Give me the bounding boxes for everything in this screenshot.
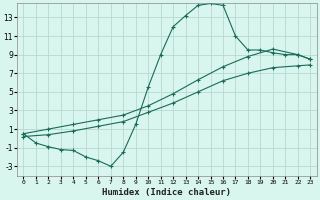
X-axis label: Humidex (Indice chaleur): Humidex (Indice chaleur) (102, 188, 231, 197)
